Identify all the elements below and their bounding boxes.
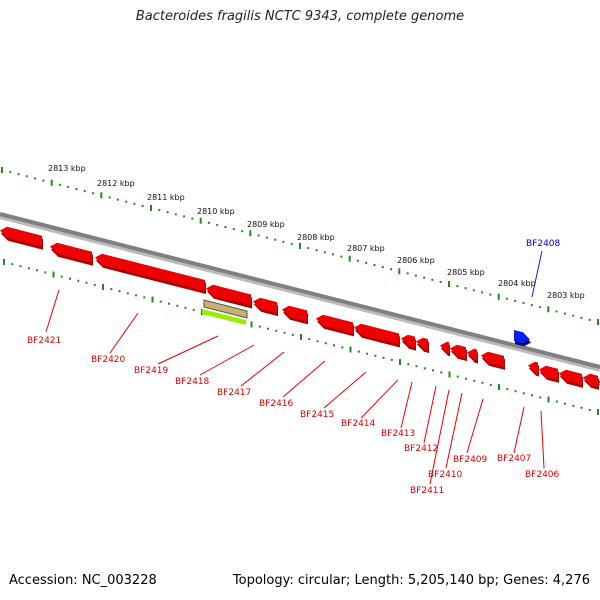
leader-line <box>109 312 139 354</box>
leader-line <box>199 344 255 376</box>
reverse-gene-arrow[interactable] <box>401 334 415 348</box>
gene-labels: BF2421 BF2420 BF2419 BF2418 BF2417 BF241… <box>27 239 561 496</box>
reverse-gene-arrow[interactable] <box>0 226 42 247</box>
reverse-gene-arrow[interactable] <box>528 361 538 374</box>
reverse-gene-arrow[interactable] <box>539 365 558 380</box>
gene-label-bf2421[interactable]: BF2421 <box>27 336 61 346</box>
kbp-label-2805: 2805 kbp <box>447 268 485 277</box>
leader-line <box>323 371 367 409</box>
gene-label-bf2408[interactable]: BF2408 <box>526 239 561 249</box>
reverse-gene-arrow[interactable] <box>416 337 428 351</box>
kbp-label-2811: 2811 kbp <box>147 193 185 202</box>
genome-backbone <box>0 212 600 372</box>
gene-label-bf2407[interactable]: BF2407 <box>497 454 531 464</box>
gene-label-bf2420[interactable]: BF2420 <box>91 355 126 365</box>
highlight-feature-top[interactable] <box>203 299 248 319</box>
gene-label-bf2418[interactable]: BF2418 <box>175 377 210 387</box>
gene-label-bf2409[interactable]: BF2409 <box>453 455 488 465</box>
leader-line <box>157 335 219 365</box>
gene-label-bf2412[interactable]: BF2412 <box>404 444 438 454</box>
reverse-gene-arrow[interactable] <box>253 297 277 314</box>
reverse-gene-arrow[interactable] <box>481 351 504 367</box>
reverse-gene-arrow[interactable] <box>282 305 307 322</box>
kbp-label-2809: 2809 kbp <box>247 220 285 229</box>
leader-line <box>540 410 545 469</box>
reverse-gene-arrow[interactable] <box>440 341 449 354</box>
gene-label-bf2419[interactable]: BF2419 <box>134 366 169 376</box>
gene-label-bf2406[interactable]: BF2406 <box>525 470 560 480</box>
top-ruler-ticks <box>1 167 599 325</box>
leader-line <box>423 385 437 444</box>
gene-features <box>0 226 600 390</box>
leader-line <box>45 289 60 333</box>
gene-label-bf2411[interactable]: BF2411 <box>410 486 444 496</box>
kbp-label-2808: 2808 kbp <box>297 233 335 242</box>
reverse-gene-arrow[interactable] <box>206 284 251 306</box>
gene-label-bf2414[interactable]: BF2414 <box>341 419 376 429</box>
reverse-gene-arrow[interactable] <box>559 369 582 385</box>
leader-line <box>282 360 326 398</box>
leader-line <box>466 398 484 454</box>
reverse-gene-arrow[interactable] <box>450 344 466 359</box>
leader-line <box>445 392 463 469</box>
reverse-gene-arrow[interactable] <box>354 323 399 345</box>
kbp-label-2803: 2803 kbp <box>547 291 585 300</box>
gene-label-bf2410[interactable]: BF2410 <box>428 470 463 480</box>
kbp-label-2804: 2804 kbp <box>498 279 536 288</box>
accession-text: Accession: NC_003228 <box>9 573 157 588</box>
leader-line <box>513 406 525 454</box>
reverse-gene-arrow[interactable] <box>316 314 353 334</box>
leader-line <box>531 250 543 298</box>
leader-line <box>360 379 399 419</box>
highlight-feature-bottom[interactable] <box>202 309 246 325</box>
kbp-label-2810: 2810 kbp <box>197 207 235 216</box>
leader-line <box>429 389 450 485</box>
gene-label-bf2415[interactable]: BF2415 <box>300 410 334 420</box>
kbp-label-2807: 2807 kbp <box>347 244 385 253</box>
reverse-gene-arrow[interactable] <box>95 253 205 292</box>
genome-title: Bacteroides fragilis NCTC 9343, complete… <box>135 9 465 24</box>
label-leader-lines <box>45 250 545 485</box>
leader-line <box>240 351 285 387</box>
forward-gene-arrow-bf2408[interactable] <box>514 330 530 344</box>
kbp-label-2813: 2813 kbp <box>48 164 86 173</box>
reverse-gene-arrow[interactable] <box>583 373 598 387</box>
leader-line <box>400 381 413 429</box>
kbp-label-2806: 2806 kbp <box>397 256 435 265</box>
backbone-line <box>0 212 600 369</box>
gene-label-bf2413[interactable]: BF2413 <box>381 429 415 439</box>
reverse-gene-arrow[interactable] <box>467 348 477 361</box>
kbp-labels: 2813 kbp 2812 kbp 2811 kbp 2810 kbp 2809… <box>48 164 585 300</box>
reverse-gene-arrow[interactable] <box>50 242 92 263</box>
kbp-label-2812: 2812 kbp <box>97 179 135 188</box>
summary-text: Topology: circular; Length: 5,205,140 bp… <box>232 573 590 588</box>
gene-label-bf2417[interactable]: BF2417 <box>217 388 251 398</box>
gene-label-bf2416[interactable]: BF2416 <box>259 399 294 409</box>
